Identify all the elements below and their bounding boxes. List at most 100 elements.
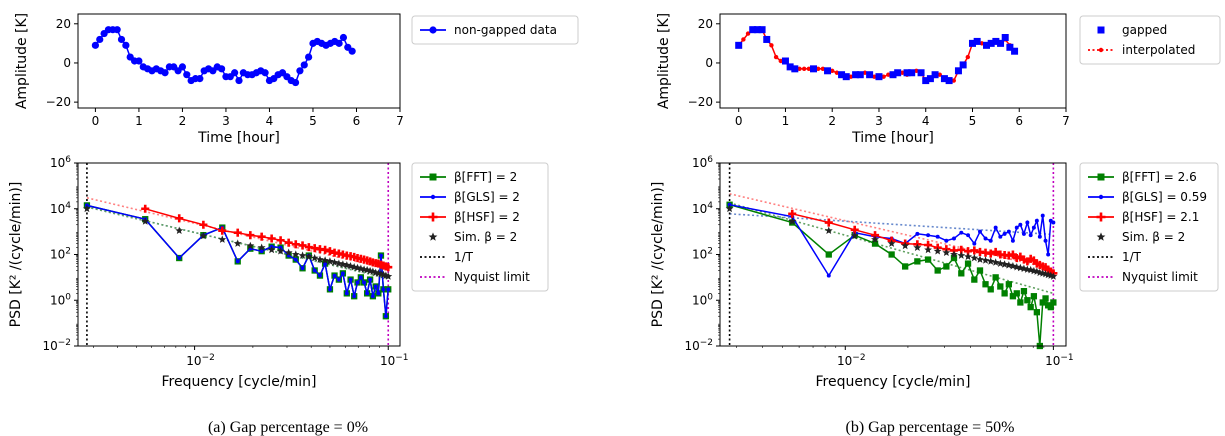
data-point <box>984 237 988 241</box>
data-point <box>345 291 349 295</box>
data-point <box>268 234 276 242</box>
caption-b: (b) Gap percentage = 50% <box>846 419 1015 436</box>
x-tick-label: 10−2 <box>186 353 215 368</box>
data-point <box>356 280 360 284</box>
x-tick-label: 10−1 <box>1045 353 1074 368</box>
data-point <box>827 274 831 278</box>
data-point <box>96 36 103 43</box>
legend-label: β[HSF] = 2.1 <box>1122 210 1199 224</box>
data-point <box>987 257 995 265</box>
legend-swatch-marker <box>1099 195 1103 199</box>
y-tick-label: 10−2 <box>42 338 71 353</box>
data-point <box>1038 235 1042 239</box>
data-point <box>294 258 298 262</box>
data-point <box>328 287 332 291</box>
data-point <box>918 69 925 76</box>
y-axis-label: PSD [K² /(cycle/min)] <box>650 182 666 328</box>
data-point <box>234 239 242 247</box>
chart-b-top: 0 1 2 3 4 5 6 7−20020Time [hour]Amplitude [K] ga… <box>656 13 1220 146</box>
data-point <box>959 231 963 235</box>
data-point <box>122 42 129 49</box>
data-point <box>988 286 994 292</box>
data-point <box>935 267 941 273</box>
x-tick-label: 4 <box>922 114 930 128</box>
series-line <box>730 205 1054 346</box>
legend-label: 1/T <box>454 250 474 264</box>
data-point <box>774 55 778 59</box>
data-point <box>1041 214 1045 218</box>
data-point <box>349 278 353 282</box>
data-point <box>337 278 341 282</box>
data-point <box>313 269 317 273</box>
data-point <box>843 73 850 80</box>
data-point <box>277 236 285 244</box>
data-point <box>234 229 242 237</box>
data-point <box>1006 281 1012 287</box>
data-point <box>305 53 312 60</box>
data-point <box>196 75 203 82</box>
data-point <box>199 221 207 229</box>
data-point <box>365 291 369 295</box>
data-point <box>802 67 806 71</box>
data-point <box>964 253 972 261</box>
data-point <box>371 294 375 298</box>
series-line <box>739 30 1015 81</box>
data-point <box>944 239 948 243</box>
data-point <box>1025 221 1029 225</box>
data-point <box>368 278 372 282</box>
data-point <box>1032 226 1036 230</box>
x-axis-label: Frequency [cycle/min] <box>816 374 971 390</box>
y-tick-label: 104 <box>50 201 71 216</box>
data-point <box>970 246 978 254</box>
x-tick-label: 10−1 <box>380 353 409 368</box>
y-tick-label: 20 <box>698 17 713 31</box>
data-point <box>236 259 240 263</box>
data-point <box>333 274 337 278</box>
data-point <box>1001 290 1007 296</box>
data-point <box>924 246 932 254</box>
legend-label: Nyquist limit <box>454 270 530 284</box>
y-axis-label: Amplitude [K] <box>14 13 30 109</box>
data-point <box>161 69 168 76</box>
data-point <box>326 247 334 255</box>
data-point <box>908 69 915 76</box>
data-point <box>977 267 983 273</box>
data-point <box>759 26 766 33</box>
y-tick-label: 104 <box>692 201 713 216</box>
data-point <box>866 71 873 78</box>
legend-label: β[GLS] = 0.59 <box>1122 190 1207 204</box>
data-point <box>386 287 390 291</box>
data-point <box>376 291 380 295</box>
data-point <box>1042 295 1048 301</box>
data-point <box>1002 34 1009 41</box>
data-point <box>235 77 242 84</box>
y-tick-label: 100 <box>692 292 713 307</box>
axes-frame <box>78 14 400 108</box>
y-tick-label: 102 <box>50 247 71 262</box>
y-tick-label: −20 <box>46 95 71 109</box>
data-point <box>735 42 742 49</box>
legend-label: Sim. β = 2 <box>1122 230 1185 244</box>
data-point <box>888 251 894 257</box>
x-tick-label: 1 <box>135 114 143 128</box>
data-point <box>894 69 901 76</box>
legend: β[FFT] = 2β[GLS] = 2β[HSF] = 2Sim. β = 2… <box>412 163 548 291</box>
data-point <box>318 274 322 278</box>
data-point <box>379 254 383 258</box>
data-point <box>359 275 363 279</box>
legend: gapped interpolated <box>1080 16 1220 64</box>
chart-a-bottom: 10−210010210410610−2 10−1Frequency [cycle… <box>8 155 548 390</box>
data-point <box>1028 304 1034 310</box>
y-tick-label: −20 <box>688 95 713 109</box>
legend-label: β[HSF] = 2 <box>454 210 520 224</box>
y-tick-label: 10−2 <box>684 338 713 353</box>
data-point <box>296 67 303 74</box>
y-axis-label: PSD [K² /(cycle/min)] <box>8 182 24 328</box>
data-point <box>1031 293 1037 299</box>
data-point <box>1021 288 1027 294</box>
x-tick-label: 2 <box>179 114 187 128</box>
x-tick-label: 5 <box>969 114 977 128</box>
data-point <box>262 69 269 76</box>
legend-label: non-gapped data <box>454 23 557 37</box>
